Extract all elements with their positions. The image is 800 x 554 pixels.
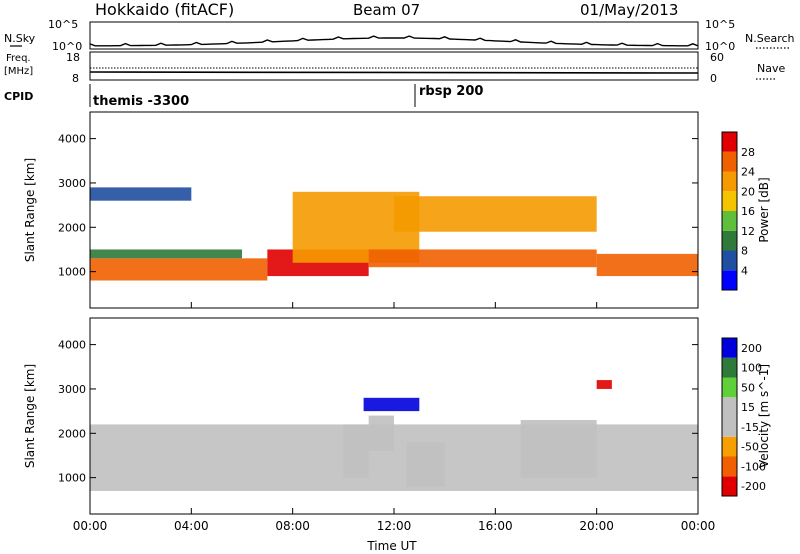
velocity-colorbar-swatch <box>722 417 737 437</box>
beam-title: Beam 07 <box>353 1 420 19</box>
power-colorbar: 4 8 12 16 20 24 28 <box>721 131 755 291</box>
nsearch-tick-top: 10^5 <box>705 18 735 31</box>
power-ytick-label: 4000 <box>58 133 86 146</box>
power-colorbar-tick: 8 <box>741 245 748 258</box>
nsky-panel <box>89 21 699 50</box>
power-band-0 <box>90 258 268 281</box>
velocity-colorbar-frame <box>721 337 738 497</box>
power-colorbar-label: Power [dB] <box>757 177 771 242</box>
power-heatmap-cells <box>90 187 698 281</box>
velocity-colorbar-swatch <box>722 357 737 378</box>
nave-label: Nave <box>757 62 785 75</box>
velocity-ytick-label: 1000 <box>58 472 86 485</box>
nsearch-tick-bottom: 10^0 <box>705 40 735 53</box>
cpid-entry-rbsp: rbsp 200 <box>419 84 483 99</box>
velocity-heatmap-cells <box>90 380 698 491</box>
velocity-colorbar: 200 100 50 15 -15 -50 -100 -200 <box>721 337 766 497</box>
velocity-colorbar-swatch <box>722 456 737 477</box>
xlabel: Time UT <box>366 539 417 553</box>
power-colorbar-swatch <box>722 191 737 211</box>
power-band-6 <box>90 187 192 201</box>
power-colorbar-frame <box>721 131 738 291</box>
freq-tick-bottom: 8 <box>72 72 79 85</box>
nsky-label: N.Sky <box>4 32 36 45</box>
power-colorbar-swatch <box>722 270 737 290</box>
power-colorbar-tick: 28 <box>741 146 755 159</box>
velocity-band-1 <box>363 397 420 412</box>
xtick-label: 04:00 <box>174 519 209 533</box>
velocity-colorbar-tick: -50 <box>741 441 759 454</box>
velocity-ylabel: Slant Range [km] <box>23 364 37 468</box>
velocity-colorbar-swatch <box>722 436 737 457</box>
freq-label: Freq. <box>6 53 31 64</box>
velocity-ytick-label: 3000 <box>58 383 86 396</box>
xtick-label: 16:00 <box>478 519 513 533</box>
velocity-colorbar-label: Velocity [m s^-1] <box>757 364 771 468</box>
nsearch-label: N.Search <box>745 32 795 45</box>
freq-trace <box>89 71 699 74</box>
xtick-label: 00:00 <box>73 519 108 533</box>
power-colorbar-tick: 16 <box>741 205 755 218</box>
velocity-colorbar-tick: 50 <box>741 381 755 394</box>
freq-tick-top: 18 <box>66 51 80 64</box>
nsky-trace <box>89 35 699 47</box>
freq-panel <box>89 51 699 81</box>
velocity-ytick-label: 4000 <box>58 339 86 352</box>
power-colorbar-swatch <box>722 171 737 192</box>
power-band-7 <box>90 249 242 259</box>
xtick-label: 20:00 <box>579 519 614 533</box>
velocity-colorbar-swatch <box>722 476 737 496</box>
velocity-colorbar-swatch <box>722 377 737 398</box>
power-colorbar-swatch <box>722 132 737 152</box>
power-colorbar-tick: 12 <box>741 225 755 238</box>
xtick-label: 12:00 <box>377 519 412 533</box>
cpid-label: CPID <box>4 90 33 103</box>
velocity-colorbar-tick: 200 <box>741 342 762 355</box>
power-colorbar-swatch <box>722 211 737 231</box>
velocity-band-6 <box>596 380 612 389</box>
power-ytick-label: 1000 <box>58 266 86 279</box>
power-ylabel: Slant Range [km] <box>23 158 37 262</box>
cpid-entry-themis: themis -3300 <box>93 94 189 109</box>
power-colorbar-tick: 4 <box>741 264 748 277</box>
power-colorbar-swatch <box>722 250 737 271</box>
nsky-tick-top: 10^5 <box>48 18 78 31</box>
power-colorbar-swatch <box>722 230 737 251</box>
date-title: 01/May/2013 <box>580 1 678 19</box>
power-ytick-label: 3000 <box>58 177 86 190</box>
velocity-colorbar-tick: -200 <box>741 480 766 493</box>
velocity-axes: 1000 2000 3000 4000 00:00 04:00 08:00 12:00 16:0… <box>58 339 715 533</box>
velocity-band-5 <box>520 419 597 478</box>
nave-tick-bottom: 0 <box>710 72 717 85</box>
station-title: Hokkaido (fitACF) <box>95 0 234 19</box>
power-colorbar-tick: 20 <box>741 185 755 198</box>
velocity-colorbar-tick: 100 <box>741 362 762 375</box>
xtick-label: 08:00 <box>275 519 310 533</box>
power-axes: 1000 2000 3000 4000 <box>58 133 699 308</box>
velocity-colorbar-swatch <box>722 397 737 417</box>
power-ytick-label: 2000 <box>58 221 86 234</box>
velocity-colorbar-tick: -100 <box>741 460 766 473</box>
nsky-tick-bottom: 10^0 <box>52 40 82 53</box>
velocity-colorbar-tick: -15 <box>741 421 759 434</box>
xtick-label: 00:00 <box>681 519 716 533</box>
velocity-band-4 <box>406 442 445 487</box>
velocity-colorbar-tick: 15 <box>741 401 755 414</box>
power-band-3 <box>368 249 597 268</box>
velocity-band-2 <box>343 424 369 478</box>
nave-tick-top: 60 <box>710 51 724 64</box>
velocity-ytick-label: 2000 <box>58 427 86 440</box>
power-band-5 <box>596 253 698 277</box>
power-band-4 <box>394 196 597 232</box>
freq-unit-label: [MHz] <box>4 66 33 77</box>
power-colorbar-tick: 24 <box>741 166 755 179</box>
velocity-colorbar-swatch <box>722 338 737 358</box>
power-colorbar-swatch <box>722 151 737 172</box>
velocity-band-3 <box>368 415 394 452</box>
